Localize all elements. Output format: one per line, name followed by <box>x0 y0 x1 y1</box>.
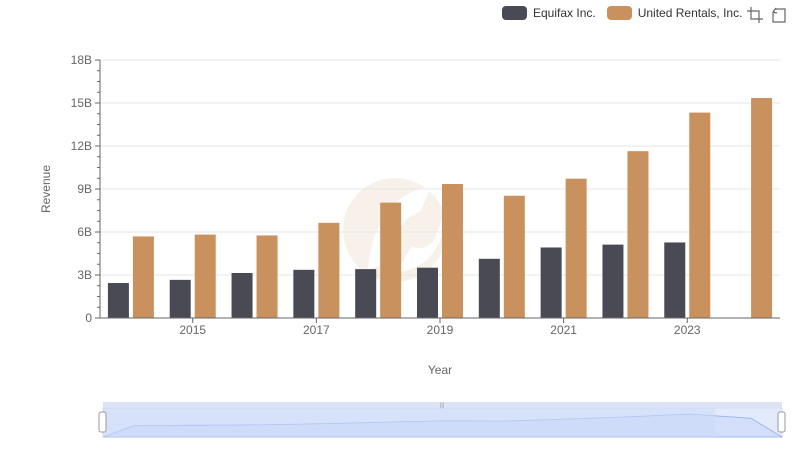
bar-equifax-2015[interactable] <box>169 279 191 318</box>
chart-legend: Equifax Inc. United Rentals, Inc. <box>502 4 753 22</box>
bar-equifax-2020[interactable] <box>478 258 500 318</box>
bar-united-rentals-2016[interactable] <box>256 235 278 318</box>
data-zoom-handle-right[interactable] <box>777 411 786 433</box>
data-zoom-handle-left[interactable] <box>98 411 107 433</box>
chart-toolbox <box>746 6 794 24</box>
bar-united-rentals-2022[interactable] <box>627 151 649 318</box>
legend-label-equifax: Equifax Inc. <box>533 6 596 20</box>
legend-label-united-rentals: United Rentals, Inc. <box>637 6 743 20</box>
bar-united-rentals-2019[interactable] <box>442 183 463 318</box>
legend-swatch-united-rentals <box>606 6 632 20</box>
x-tick-label: 2021 <box>550 323 577 337</box>
bar-united-rentals-2018[interactable] <box>380 202 402 318</box>
y-tick-label: 3B <box>77 268 92 282</box>
bar-equifax-2014[interactable] <box>107 283 129 318</box>
restore-icon[interactable] <box>770 6 788 24</box>
y-tick-label: 6B <box>77 225 92 239</box>
bar-equifax-2019[interactable] <box>417 267 438 318</box>
bar-equifax-2021[interactable] <box>540 247 562 318</box>
y-tick-label: 12B <box>71 139 92 153</box>
x-axis: 2015 2017 2019 2021 2023 <box>100 317 780 337</box>
data-zoom-slider[interactable]: ||| <box>98 402 786 438</box>
x-tick-label: 2015 <box>179 323 206 337</box>
y-axis: 0 3B 6B 9B 12B 15B 18B <box>71 53 101 325</box>
bar-equifax-2016[interactable] <box>231 272 253 318</box>
bar-united-rentals-2023[interactable] <box>689 112 711 318</box>
data-zoom-icon[interactable] <box>746 6 764 24</box>
bar-equifax-2018[interactable] <box>355 269 377 318</box>
bars-group <box>107 97 773 318</box>
bar-united-rentals-2015[interactable] <box>194 234 216 318</box>
y-tick-label: 15B <box>71 96 92 110</box>
legend-item-equifax[interactable]: Equifax Inc. <box>502 6 596 20</box>
y-axis-title: Revenue <box>39 165 53 213</box>
bar-equifax-2023[interactable] <box>664 242 686 318</box>
x-axis-title: Year <box>428 363 452 377</box>
data-zoom-grip-icon: ||| <box>440 403 445 409</box>
legend-item-united-rentals[interactable]: United Rentals, Inc. <box>606 6 743 20</box>
data-zoom-selected-window[interactable] <box>103 408 715 437</box>
legend-swatch-equifax <box>502 6 527 20</box>
bar-equifax-2022[interactable] <box>602 244 624 318</box>
bar-united-rentals-2014[interactable] <box>132 236 154 318</box>
bar-united-rentals-2017[interactable] <box>318 222 340 318</box>
x-tick-label: 2019 <box>427 323 454 337</box>
x-tick-label: 2017 <box>303 323 330 337</box>
bar-united-rentals-2024[interactable] <box>751 97 773 318</box>
bar-united-rentals-2021[interactable] <box>565 178 587 318</box>
y-tick-label: 18B <box>71 53 92 67</box>
bar-equifax-2017[interactable] <box>293 269 315 318</box>
y-tick-label: 0 <box>85 311 92 325</box>
bar-united-rentals-2020[interactable] <box>503 195 525 318</box>
data-zoom-top-bar[interactable] <box>103 402 782 408</box>
x-tick-label: 2023 <box>674 323 701 337</box>
y-tick-label: 9B <box>77 182 92 196</box>
